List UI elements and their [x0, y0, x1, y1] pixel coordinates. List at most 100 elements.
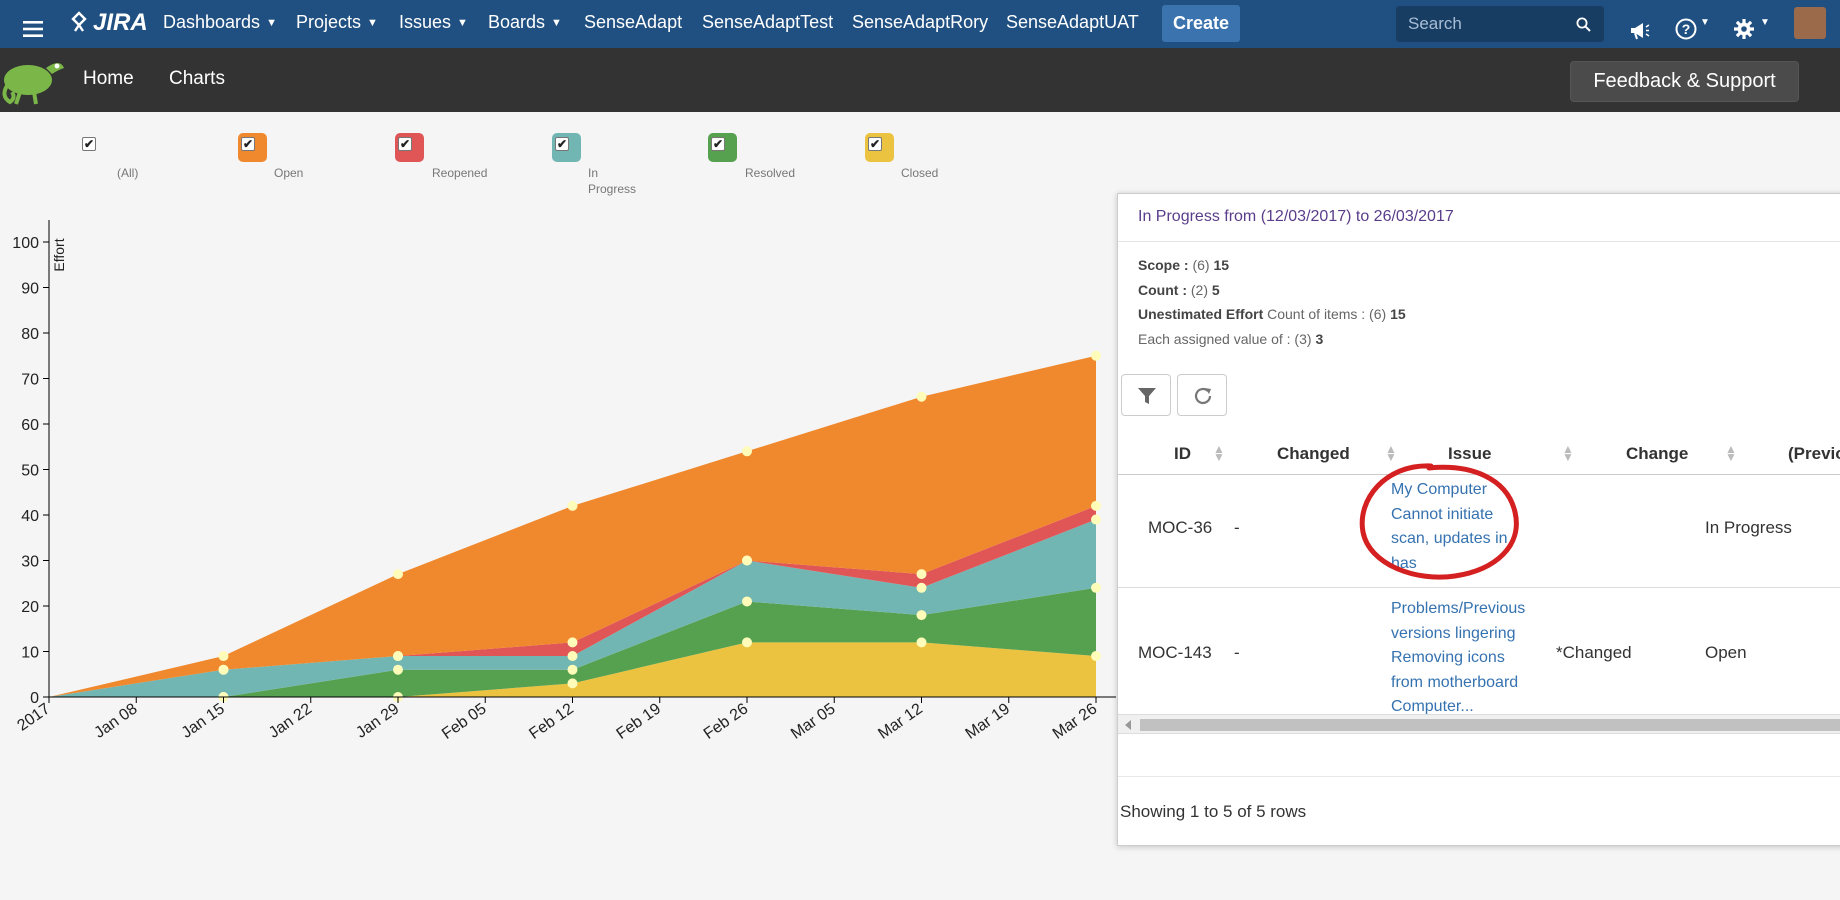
data-point[interactable]: [1091, 651, 1101, 662]
data-point[interactable]: [742, 555, 752, 566]
data-point[interactable]: [916, 637, 927, 648]
data-point[interactable]: [567, 651, 578, 662]
data-point[interactable]: [218, 664, 229, 675]
nav-dashboards[interactable]: Dashboards ▼: [163, 0, 277, 48]
top-navigation-bar: JIRA Dashboards ▼ Projects ▼ Issues ▼ Board…: [0, 0, 1840, 48]
nav-home[interactable]: Home: [83, 68, 134, 89]
search-icon[interactable]: [1576, 17, 1591, 32]
svg-text:?: ?: [1682, 21, 1691, 37]
legend-checkbox[interactable]: ✔: [241, 137, 255, 151]
chameleon-logo-icon[interactable]: [0, 50, 68, 108]
table-row[interactable]: MOC-143 - Problems/Previous versions lin…: [1118, 588, 1840, 714]
data-point[interactable]: [567, 637, 578, 648]
legend-checkbox[interactable]: ✔: [711, 137, 725, 151]
nav-senseadaptrory[interactable]: SenseAdaptRory: [852, 12, 989, 32]
data-point[interactable]: [218, 651, 229, 662]
scroll-left-arrow-icon[interactable]: [1124, 720, 1132, 730]
horizontal-scrollbar[interactable]: [1118, 714, 1840, 734]
legend-checkbox[interactable]: ✔: [82, 137, 96, 151]
sort-icon[interactable]: ▲ ▼: [1213, 442, 1225, 464]
nav-issues[interactable]: Issues ▼: [399, 0, 468, 48]
column-header-id[interactable]: ID: [1174, 444, 1191, 463]
y-tick-label: 50: [21, 463, 39, 480]
annotation-circle: [1359, 463, 1519, 580]
sort-icon[interactable]: ▲ ▼: [1562, 442, 1574, 464]
column-header-change[interactable]: Change: [1626, 444, 1689, 463]
create-button[interactable]: Create: [1162, 5, 1240, 42]
column-header-previous[interactable]: (Previo: [1788, 444, 1840, 463]
gear-icon[interactable]: [1733, 12, 1755, 39]
sort-icon[interactable]: ▲ ▼: [1725, 442, 1737, 464]
nav-projects[interactable]: Projects ▼: [296, 0, 378, 48]
help-icon[interactable]: ?: [1675, 12, 1697, 40]
filter-button[interactable]: [1121, 374, 1171, 416]
data-point[interactable]: [567, 500, 578, 511]
x-tick-label: Mar 19: [963, 700, 1014, 743]
menu-icon[interactable]: [22, 12, 44, 37]
y-tick-label: 30: [21, 554, 39, 571]
data-point[interactable]: [567, 664, 578, 675]
stat-unestimated: Unestimated Effort Count of items : (6) …: [1138, 306, 1406, 322]
nav-senseadaptuat[interactable]: SenseAdaptUAT: [1006, 12, 1139, 32]
stat-count-label: Count :: [1138, 282, 1187, 298]
app-subbar: Home Charts: [0, 48, 1840, 112]
data-point[interactable]: [742, 637, 752, 648]
y-tick-label: 100: [12, 235, 39, 252]
nav-charts[interactable]: Charts: [169, 68, 225, 89]
data-point[interactable]: [393, 664, 403, 675]
data-point[interactable]: [742, 446, 752, 457]
data-point[interactable]: [916, 391, 927, 402]
data-point[interactable]: [1091, 514, 1101, 525]
x-tick-label: Feb 05: [439, 700, 490, 743]
chevron-down-icon[interactable]: ▼: [1700, 17, 1710, 28]
cell-change: *Changed: [1556, 643, 1632, 662]
data-point[interactable]: [393, 651, 403, 662]
column-header-issue[interactable]: Issue: [1448, 444, 1492, 463]
data-point[interactable]: [1091, 500, 1101, 511]
nav-boards[interactable]: Boards ▼: [488, 0, 562, 48]
data-point[interactable]: [1091, 350, 1101, 361]
user-avatar[interactable]: [1794, 7, 1826, 39]
x-tick-label: Jan 08: [91, 700, 140, 742]
y-tick-label: 10: [21, 645, 39, 662]
refresh-button[interactable]: [1177, 374, 1227, 416]
feedback-support-button[interactable]: Feedback & Support: [1570, 61, 1799, 102]
issue-line: Cannot initiate: [1391, 505, 1494, 523]
data-point[interactable]: [567, 678, 578, 689]
data-point[interactable]: [1091, 582, 1101, 593]
data-point[interactable]: [393, 569, 403, 580]
issue-link[interactable]: My Computer Cannot initiate scan, update…: [1391, 478, 1541, 576]
legend-checkbox[interactable]: ✔: [398, 137, 412, 151]
announcement-icon[interactable]: [1628, 13, 1650, 40]
column-header-changed[interactable]: Changed: [1277, 444, 1350, 463]
refresh-icon: [1194, 387, 1212, 405]
nav-dashboards-label: Dashboards: [163, 12, 261, 32]
legend-checkbox[interactable]: ✔: [868, 137, 882, 151]
x-tick-label: Feb 19: [613, 700, 664, 743]
data-point[interactable]: [916, 610, 927, 621]
legend-label: Reopened: [432, 166, 488, 180]
stat-count: Count : (2) 5: [1138, 282, 1220, 298]
jira-logo[interactable]: JIRA: [70, 0, 148, 48]
x-tick-label: Jan 22: [266, 700, 315, 742]
data-point[interactable]: [916, 582, 927, 593]
data-point[interactable]: [742, 596, 752, 607]
table-row[interactable]: MOC-36 - My Computer Cannot initiate sca…: [1118, 463, 1840, 587]
sort-icon[interactable]: ▲ ▼: [1385, 442, 1397, 464]
area-resolved[interactable]: [49, 587, 1096, 697]
area-open[interactable]: [49, 355, 1096, 697]
nav-senseadapt[interactable]: SenseAdapt: [584, 12, 683, 32]
cell-previous: In Progress: [1705, 518, 1792, 537]
x-tick-label: Jan 29: [353, 700, 402, 742]
area-closed[interactable]: [49, 642, 1096, 697]
legend-checkbox[interactable]: ✔: [555, 137, 569, 151]
area-in-progress[interactable]: [49, 519, 1096, 697]
scrollbar-thumb[interactable]: [1140, 719, 1840, 731]
search-input[interactable]: [1408, 6, 1578, 42]
chevron-down-icon[interactable]: ▼: [1760, 17, 1770, 28]
issue-line: Problems/Previous: [1391, 600, 1526, 617]
issue-link[interactable]: Problems/Previous versions lingering Rem…: [1391, 597, 1541, 714]
legend-label: Closed: [901, 166, 939, 180]
nav-senseadapttest[interactable]: SenseAdaptTest: [702, 12, 834, 32]
data-point[interactable]: [916, 569, 927, 580]
